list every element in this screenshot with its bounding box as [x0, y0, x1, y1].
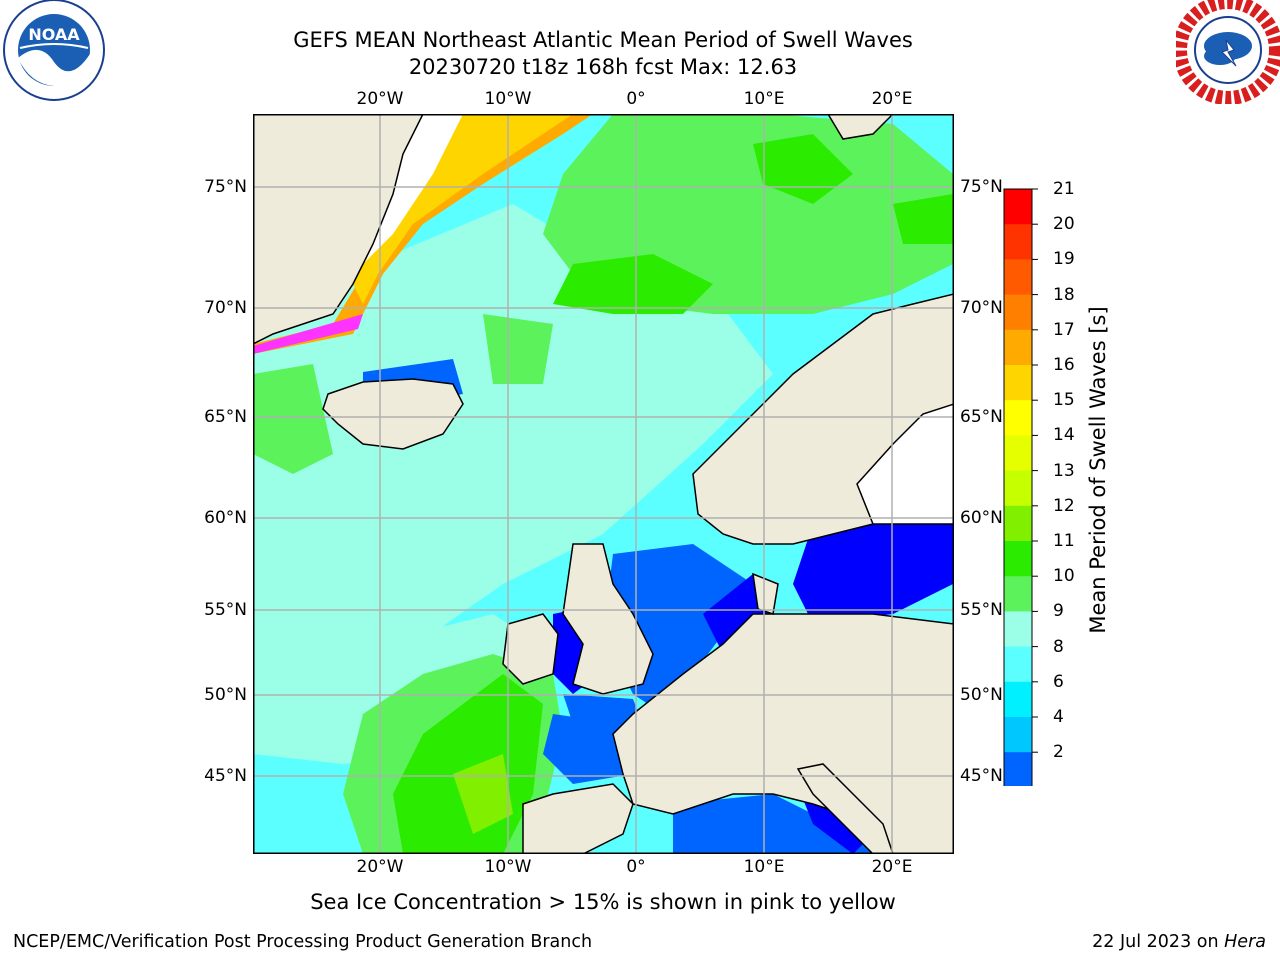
noaa-logo-text: NOAA: [28, 25, 80, 44]
colorbar-tick-label: 6: [1053, 671, 1064, 692]
lon-label-top: 20°W: [356, 89, 404, 109]
svalbard-land: [827, 114, 895, 140]
footer-date-text: 22 Jul 2023 on: [1092, 932, 1219, 952]
colorbar-segment: [1004, 294, 1032, 331]
lat-label-left: 45°N: [204, 766, 247, 786]
colorbar-tick-label: 20: [1053, 214, 1075, 235]
colorbar-tick-label: 12: [1053, 495, 1075, 516]
lat-label-left: 55°N: [204, 600, 247, 620]
chart-title: GEFS MEAN Northeast Atlantic Mean Period…: [293, 28, 913, 52]
lat-label-left: 65°N: [204, 407, 247, 427]
lon-label-top: 20°E: [871, 89, 913, 109]
map-gridlines: [253, 114, 954, 854]
iceland-land: [322, 378, 464, 450]
lat-label-right: 65°N: [960, 407, 1003, 427]
colorbar-segment: [1004, 470, 1032, 507]
colorbar-tick-label: 13: [1053, 460, 1075, 481]
lon-label-bottom: 10°E: [743, 857, 785, 877]
lat-label-left: 70°N: [204, 298, 247, 318]
bay-of-biscay: [543, 714, 633, 784]
lat-label-right: 60°N: [960, 508, 1003, 528]
footer-host: Hera: [1224, 932, 1266, 952]
colorbar-label: Mean Period of Swell Waves [s]: [1086, 306, 1110, 634]
colorbar-tick-label: 9: [1053, 601, 1064, 622]
colorbar-tick-label: 16: [1053, 355, 1075, 375]
footer-credit: NCEP/EMC/Verification Post Processing Pr…: [13, 932, 593, 952]
baltic-sea: [793, 524, 953, 624]
lon-label-bottom: 20°E: [871, 857, 913, 877]
noaa-logo: NOAA: [0, 0, 108, 108]
lon-label-top: 0°: [626, 89, 646, 109]
map-frame: [253, 114, 954, 854]
italy-land: [796, 763, 894, 854]
iberia-land: [522, 783, 634, 854]
colorbar-tick-label: 4: [1053, 707, 1064, 727]
colorbar-segment: [1004, 576, 1032, 612]
lat-label-right: 75°N: [960, 177, 1003, 197]
sea-ice-caption: Sea Ice Concentration > 15% is shown in …: [310, 890, 896, 914]
lon-label-bottom: 10°W: [484, 857, 532, 877]
lat-label-right: 45°N: [960, 766, 1003, 786]
colorbar-segment: [1004, 365, 1032, 401]
lat-label-right: 55°N: [960, 600, 1003, 620]
denmark-land: [752, 572, 779, 615]
colorbar-frame: [1003, 188, 1033, 786]
swell-band-light: [253, 204, 773, 714]
chart-subtitle: 20230720 t18z 168h fcst Max: 12.63: [408, 55, 798, 79]
colorbar-tick-label: 21: [1053, 179, 1075, 199]
colorbar: [1003, 188, 1038, 786]
colorbar-tick-label: 15: [1053, 390, 1075, 411]
great-britain-land: [562, 543, 654, 695]
colorbar-tick-label: 14: [1053, 425, 1075, 446]
colorbar-segment: [1004, 224, 1032, 260]
colorbar-tick-label: 8: [1053, 636, 1064, 657]
colorbar-tick-label: 10: [1053, 566, 1075, 587]
colorbar-segment: [1004, 329, 1032, 366]
colorbar-segment: [1004, 435, 1032, 472]
colorbar-segment: [1004, 752, 1032, 786]
colorbar-segment: [1004, 681, 1032, 718]
gulf-of-bothnia: [856, 403, 954, 525]
lon-label-top: 10°W: [484, 89, 532, 109]
colorbar-segment: [1004, 259, 1032, 296]
colorbar-tick-label: 17: [1053, 319, 1075, 340]
colorbar-segment: [1004, 541, 1032, 577]
colorbar-segment: [1004, 505, 1032, 542]
lat-label-left: 60°N: [204, 508, 247, 528]
lon-label-bottom: 20°W: [356, 857, 404, 877]
lon-label-bottom: 0°: [626, 857, 646, 877]
colorbar-segment: [1004, 189, 1032, 225]
lon-label-top: 10°E: [743, 89, 785, 109]
ireland-land: [502, 613, 559, 685]
lat-label-left: 50°N: [204, 685, 247, 705]
colorbar-tick-label: 2: [1053, 742, 1064, 763]
colorbar-segment: [1004, 717, 1032, 753]
colorbar-tick-label: 18: [1053, 284, 1075, 305]
lat-label-right: 50°N: [960, 685, 1003, 705]
lat-label-left: 75°N: [204, 177, 247, 197]
map-plot: [253, 114, 954, 854]
national-weather-service-logo: [1173, 0, 1280, 105]
footer-date: 22 Jul 2023 on Hera: [1092, 932, 1266, 952]
colorbar-tick-label: 11: [1053, 531, 1075, 551]
colorbar-segment: [1004, 646, 1032, 683]
colorbar-segment: [1004, 400, 1032, 436]
colorbar-tick-label: 19: [1053, 249, 1075, 270]
lat-label-right: 70°N: [960, 298, 1003, 318]
colorbar-segment: [1004, 611, 1032, 648]
